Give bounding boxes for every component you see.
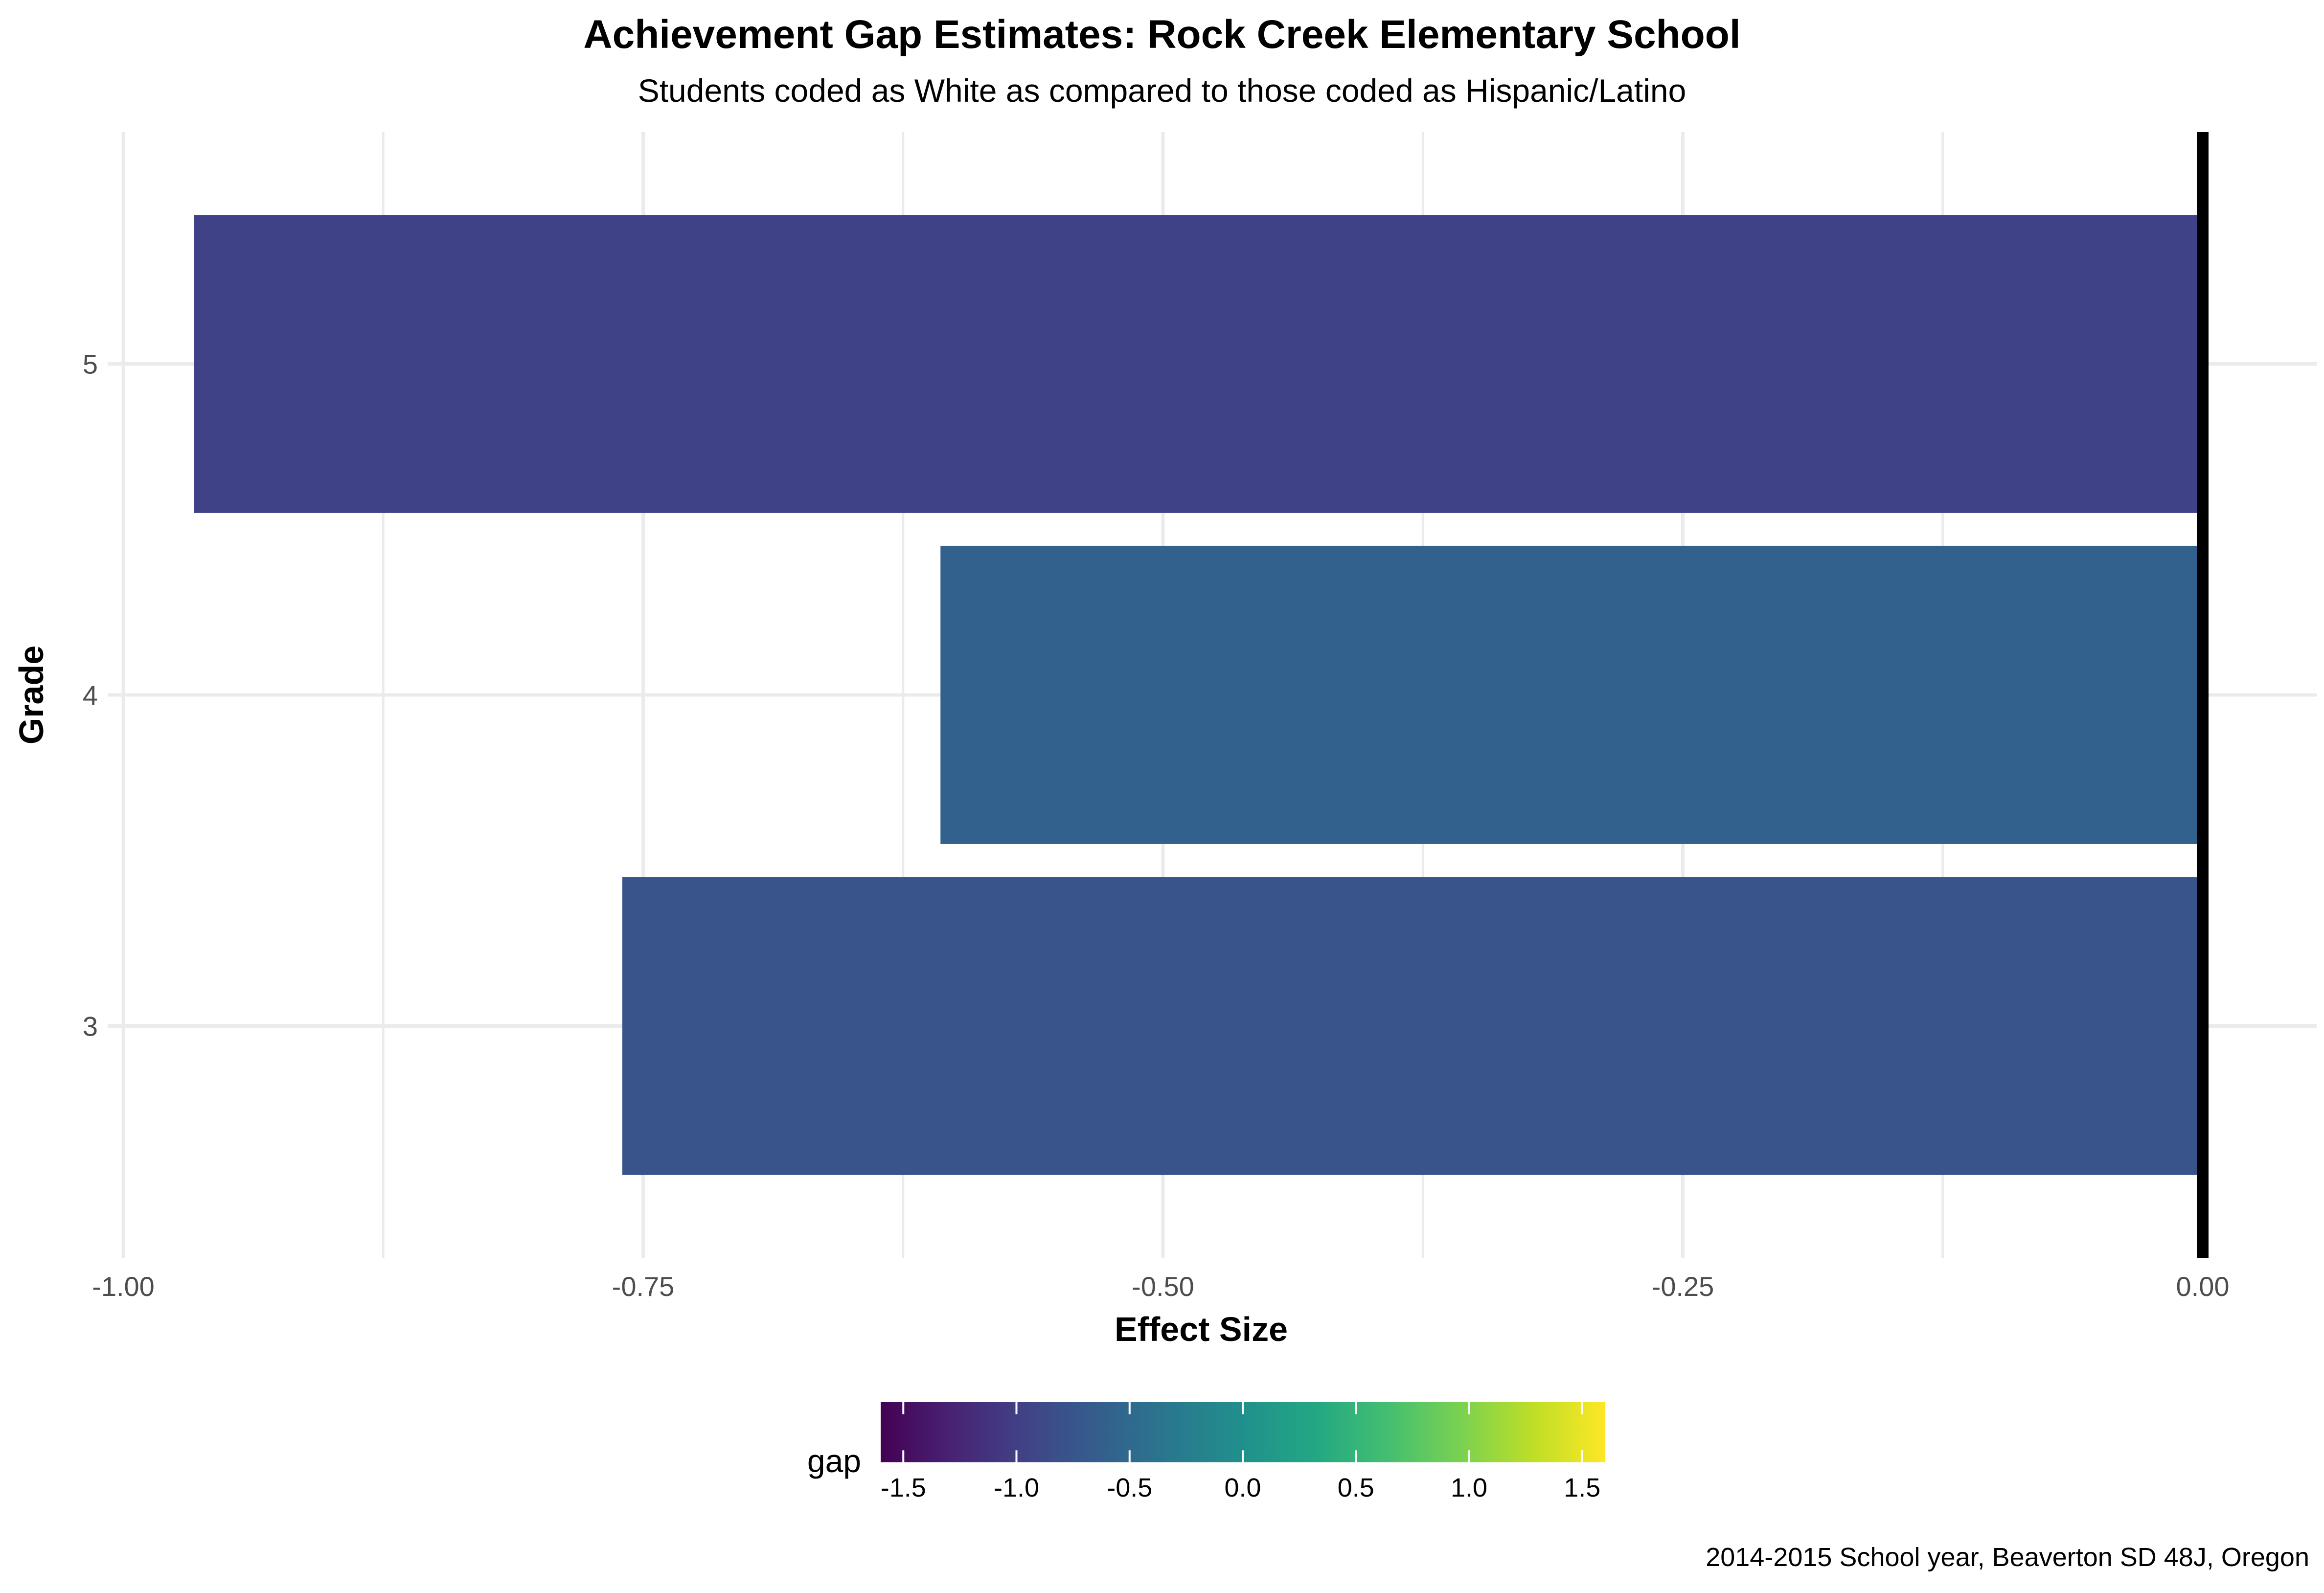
bar-grade-5 xyxy=(194,215,2203,513)
y-tick-label: 4 xyxy=(83,680,98,711)
bar-grade-3 xyxy=(622,877,2203,1175)
legend-tick-label: 0.0 xyxy=(1224,1473,1261,1502)
legend: gap -1.5 -1.0 -0.5 0.0 0.5 1.0 1.5 xyxy=(807,1402,1605,1502)
y-axis-label: Grade xyxy=(12,646,50,744)
x-tick-label: 0.00 xyxy=(2176,1271,2230,1302)
legend-tick-label: -0.5 xyxy=(1107,1473,1152,1502)
legend-tick-label: 1.5 xyxy=(1564,1473,1600,1502)
x-tick-label: -0.50 xyxy=(1132,1271,1194,1302)
x-tick-label: -1.00 xyxy=(92,1271,155,1302)
x-axis-ticks: -1.00 -0.75 -0.50 -0.25 0.00 xyxy=(92,1271,2229,1302)
y-axis-ticks: 3 4 5 xyxy=(83,349,98,1042)
bars xyxy=(194,215,2203,1175)
chart-subtitle: Students coded as White as compared to t… xyxy=(638,72,1686,109)
legend-tick-label: 1.0 xyxy=(1451,1473,1487,1502)
legend-tick-label: -1.0 xyxy=(994,1473,1039,1502)
y-tick-label: 5 xyxy=(83,349,98,380)
x-tick-label: -0.25 xyxy=(1652,1271,1714,1302)
legend-title: gap xyxy=(807,1443,861,1479)
bar-grade-4 xyxy=(940,546,2203,844)
legend-tick-label: -1.5 xyxy=(881,1473,926,1502)
y-tick-label: 3 xyxy=(83,1011,98,1041)
chart-title: Achievement Gap Estimates: Rock Creek El… xyxy=(583,12,1740,57)
legend-tick-label: 0.5 xyxy=(1338,1473,1374,1502)
x-tick-label: -0.75 xyxy=(612,1271,675,1302)
chart-caption: 2014-2015 School year, Beaverton SD 48J,… xyxy=(1706,1543,2309,1572)
x-axis-label: Effect Size xyxy=(1115,1310,1288,1348)
legend-ticks: -1.5 -1.0 -0.5 0.0 0.5 1.0 1.5 xyxy=(881,1402,1600,1502)
